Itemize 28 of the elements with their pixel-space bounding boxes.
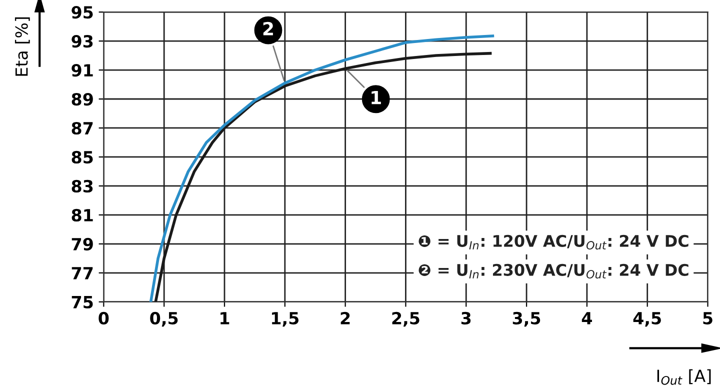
y-tick-label: 87	[72, 122, 93, 135]
y-tick-label: 91	[72, 64, 93, 77]
x-tick-label: 2,5	[392, 312, 420, 327]
x-tick-label: 0	[98, 312, 109, 324]
y-tick-label: 81	[72, 208, 93, 222]
y-tick-label: 93	[72, 35, 93, 48]
y-tick-label: 77	[72, 267, 93, 280]
series-label: 1	[372, 90, 381, 104]
x-tick-label: 3,5	[512, 312, 540, 327]
y-tick-label: 89	[72, 92, 93, 106]
x-axis-title: I$_{Out}$ [A]	[657, 369, 711, 385]
x-tick-label: 2	[340, 312, 350, 324]
y-axis-title: Eta [%]	[14, 17, 30, 76]
x-tick-label: 0,5	[150, 312, 178, 327]
x-tick-label: 5	[703, 312, 712, 324]
x-tick-label: 4,5	[633, 312, 661, 327]
text: 2	[263, 22, 273, 36]
y-tick-label: 75	[72, 296, 93, 308]
annotation: ❷ = U$_{In}$: 230V AC/U$_{Out}$: 24 V DC	[418, 264, 688, 278]
y-tick-label: 95	[72, 6, 93, 19]
x-tick-label: 1	[220, 312, 230, 324]
x-tick-label: 1,5	[272, 312, 299, 327]
x-tick-label: 3	[461, 312, 471, 324]
y-tick-label: 85	[72, 150, 93, 164]
x-tick-label: 4	[582, 312, 592, 324]
y-tick-label: 79	[72, 238, 93, 250]
annotation: ❶ = U$_{In}$: 120V AC/U$_{Out}$: 24 V DC	[418, 234, 688, 250]
y-tick-label: 83	[72, 180, 93, 193]
